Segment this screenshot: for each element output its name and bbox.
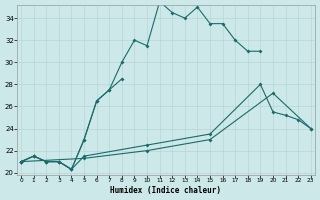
X-axis label: Humidex (Indice chaleur): Humidex (Indice chaleur) (110, 186, 221, 195)
